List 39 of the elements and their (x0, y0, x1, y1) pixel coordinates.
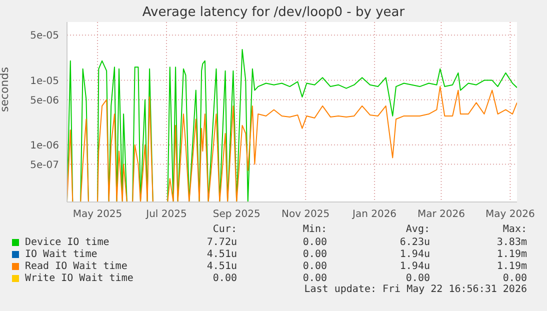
text: 7.72u (206, 236, 237, 248)
x-tick-label: Nov 2025 (281, 209, 330, 220)
text: 1.94u (398, 248, 430, 260)
text: 6.23u (398, 236, 430, 248)
text: Max: (502, 224, 527, 236)
legend-label: Read IO Wait time (24, 260, 128, 272)
text: 4.51u (206, 248, 237, 260)
text: 1.19m (496, 260, 527, 272)
legend-label: Write IO Wait time (24, 272, 134, 284)
text: 0.00 (302, 248, 327, 260)
text: 1.19m (496, 248, 527, 260)
text: Last update: Fri May 22 16:56:31 2026 (303, 284, 527, 295)
x-tick-label: Sep 2025 (212, 209, 260, 220)
x-tick-label: May 2025 (72, 209, 122, 220)
x-tick-label: May 2026 (486, 209, 535, 220)
text: 0.00 (302, 236, 327, 248)
text: Cur: (212, 224, 237, 236)
text: 0.00 (302, 272, 327, 284)
y-tick-label: 5e-05 (30, 30, 59, 42)
y-tick-label: 5e-06 (30, 95, 59, 106)
x-tick-label: Jul 2025 (145, 209, 187, 220)
y-axis-title: seconds (0, 66, 11, 112)
text: Min: (302, 224, 327, 236)
text: 0.00 (502, 272, 527, 284)
y-tick-label: 1e-06 (30, 140, 59, 152)
legend-label: IO Wait time (24, 248, 98, 260)
legend-label: Device IO time (24, 236, 110, 248)
text: 0.00 (212, 272, 237, 284)
text: 0.00 (404, 272, 430, 284)
x-tick-label: Jan 2026 (352, 209, 397, 220)
x-tick-label: Mar 2026 (417, 209, 465, 220)
y-tick-label: 5e-07 (30, 160, 59, 171)
text: Avg: (404, 224, 430, 236)
text: 0.00 (302, 260, 327, 272)
y-tick-label: 1e-05 (30, 76, 59, 87)
text: 3.83m (496, 236, 527, 248)
text: 4.51u (206, 260, 237, 272)
text: 1.94u (398, 260, 430, 272)
chart-title: Average latency for /dev/loop0 - by year (141, 5, 406, 20)
